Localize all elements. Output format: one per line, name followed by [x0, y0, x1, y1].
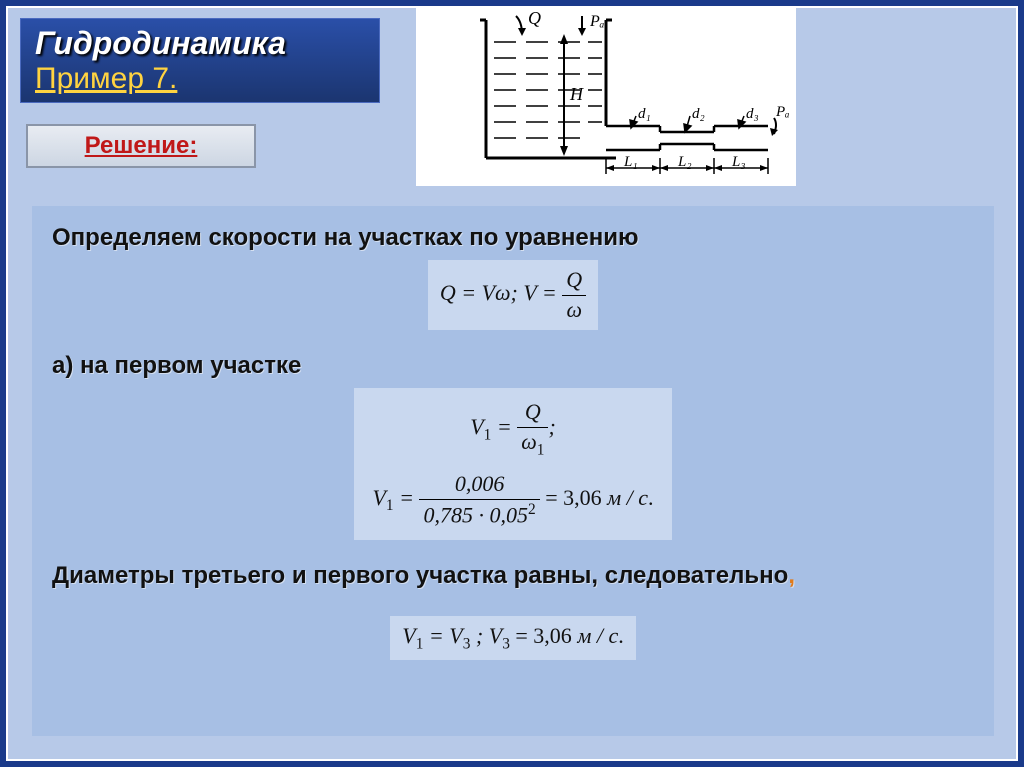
diagram-L3: L₃ [731, 154, 746, 170]
line3-comma: , [788, 562, 795, 589]
diagram-L1: L₁ [623, 154, 638, 170]
f2a-lhs: V [470, 414, 483, 439]
line3-text: Диаметры третьего и первого участка равн… [52, 562, 788, 589]
f2a-sub: 1 [484, 427, 492, 444]
f2b-lhs: V [372, 485, 385, 510]
f2a-num: Q [517, 398, 548, 428]
formula-1-wrap: Q = Vω; V = Q ω [52, 260, 974, 330]
f3-p1: V [402, 623, 415, 648]
text-line-3: Диаметры третьего и первого участка равн… [52, 562, 974, 590]
solution-label: Решение: [85, 132, 198, 160]
formula-3: V1 = V3 ; V3 = 3,06 м / с. [390, 616, 635, 660]
f3-tail: . [618, 623, 624, 648]
f2b-num: 0,006 [419, 470, 539, 500]
diagram-d2: d₂ [692, 106, 705, 122]
f3-mid: = V [429, 623, 463, 648]
formula-1-num: Q [562, 266, 586, 296]
f2b-eq: = [399, 485, 419, 510]
tank-pipe-diagram: H Q Pₐ [416, 8, 796, 186]
text-line-1: Определяем скорости на участках по уравн… [52, 224, 974, 252]
diagram-L2: L₂ [677, 154, 692, 170]
diagram-Pa-right: Pₐ [775, 104, 790, 120]
diagram-Q: Q [528, 8, 541, 28]
f3-semi: ; V [476, 623, 502, 648]
f2a-tail: ; [548, 414, 555, 439]
slide: Гидродинамика Пример 7. Решение: [6, 6, 1018, 761]
formula-1-den: ω [562, 296, 586, 325]
title-box: Гидродинамика Пример 7. [20, 18, 380, 103]
formula-1: Q = Vω; V = Q ω [428, 260, 598, 330]
f3-rhs: = 3,06 [515, 623, 577, 648]
formula-3-wrap: V1 = V3 ; V3 = 3,06 м / с. [52, 616, 974, 660]
diagram-Pa-top: Pₐ [589, 13, 605, 30]
f2b-unit: м / с [607, 485, 648, 510]
f2b-rhs: = 3,06 [545, 485, 607, 510]
diagram-d3: d₃ [746, 106, 759, 122]
f2b-den-sup: 2 [528, 501, 536, 518]
f3-s1: 1 [416, 635, 424, 652]
formula-2-wrap: V1 = Q ω1 ; V1 = 0,006 0,785 · 0,052 = 3… [52, 388, 974, 540]
f2a-den: ω [521, 429, 537, 454]
title-sub: Пример 7. [35, 62, 365, 96]
f3-s3: 3 [502, 635, 510, 652]
formula-1-left: Q = Vω; V = [440, 280, 557, 305]
f3-s2: 3 [463, 635, 471, 652]
formula-2: V1 = Q ω1 ; V1 = 0,006 0,785 · 0,052 = 3… [354, 388, 671, 540]
f2b-den: 0,785 · 0,05 [423, 502, 528, 527]
diagram-H: H [569, 84, 584, 104]
f3-unit: м / с [577, 623, 618, 648]
f2b-sub: 1 [386, 497, 394, 514]
diagram-d1: d₁ [638, 106, 651, 122]
content-panel: Определяем скорости на участках по уравн… [32, 206, 994, 736]
f2a-eq: = [497, 414, 517, 439]
text-line-2: а) на первом участке [52, 352, 974, 380]
title-main: Гидродинамика [35, 25, 365, 62]
f2b-tail: . [648, 485, 654, 510]
solution-box: Решение: [26, 124, 256, 168]
f2a-den-sub: 1 [537, 441, 545, 458]
